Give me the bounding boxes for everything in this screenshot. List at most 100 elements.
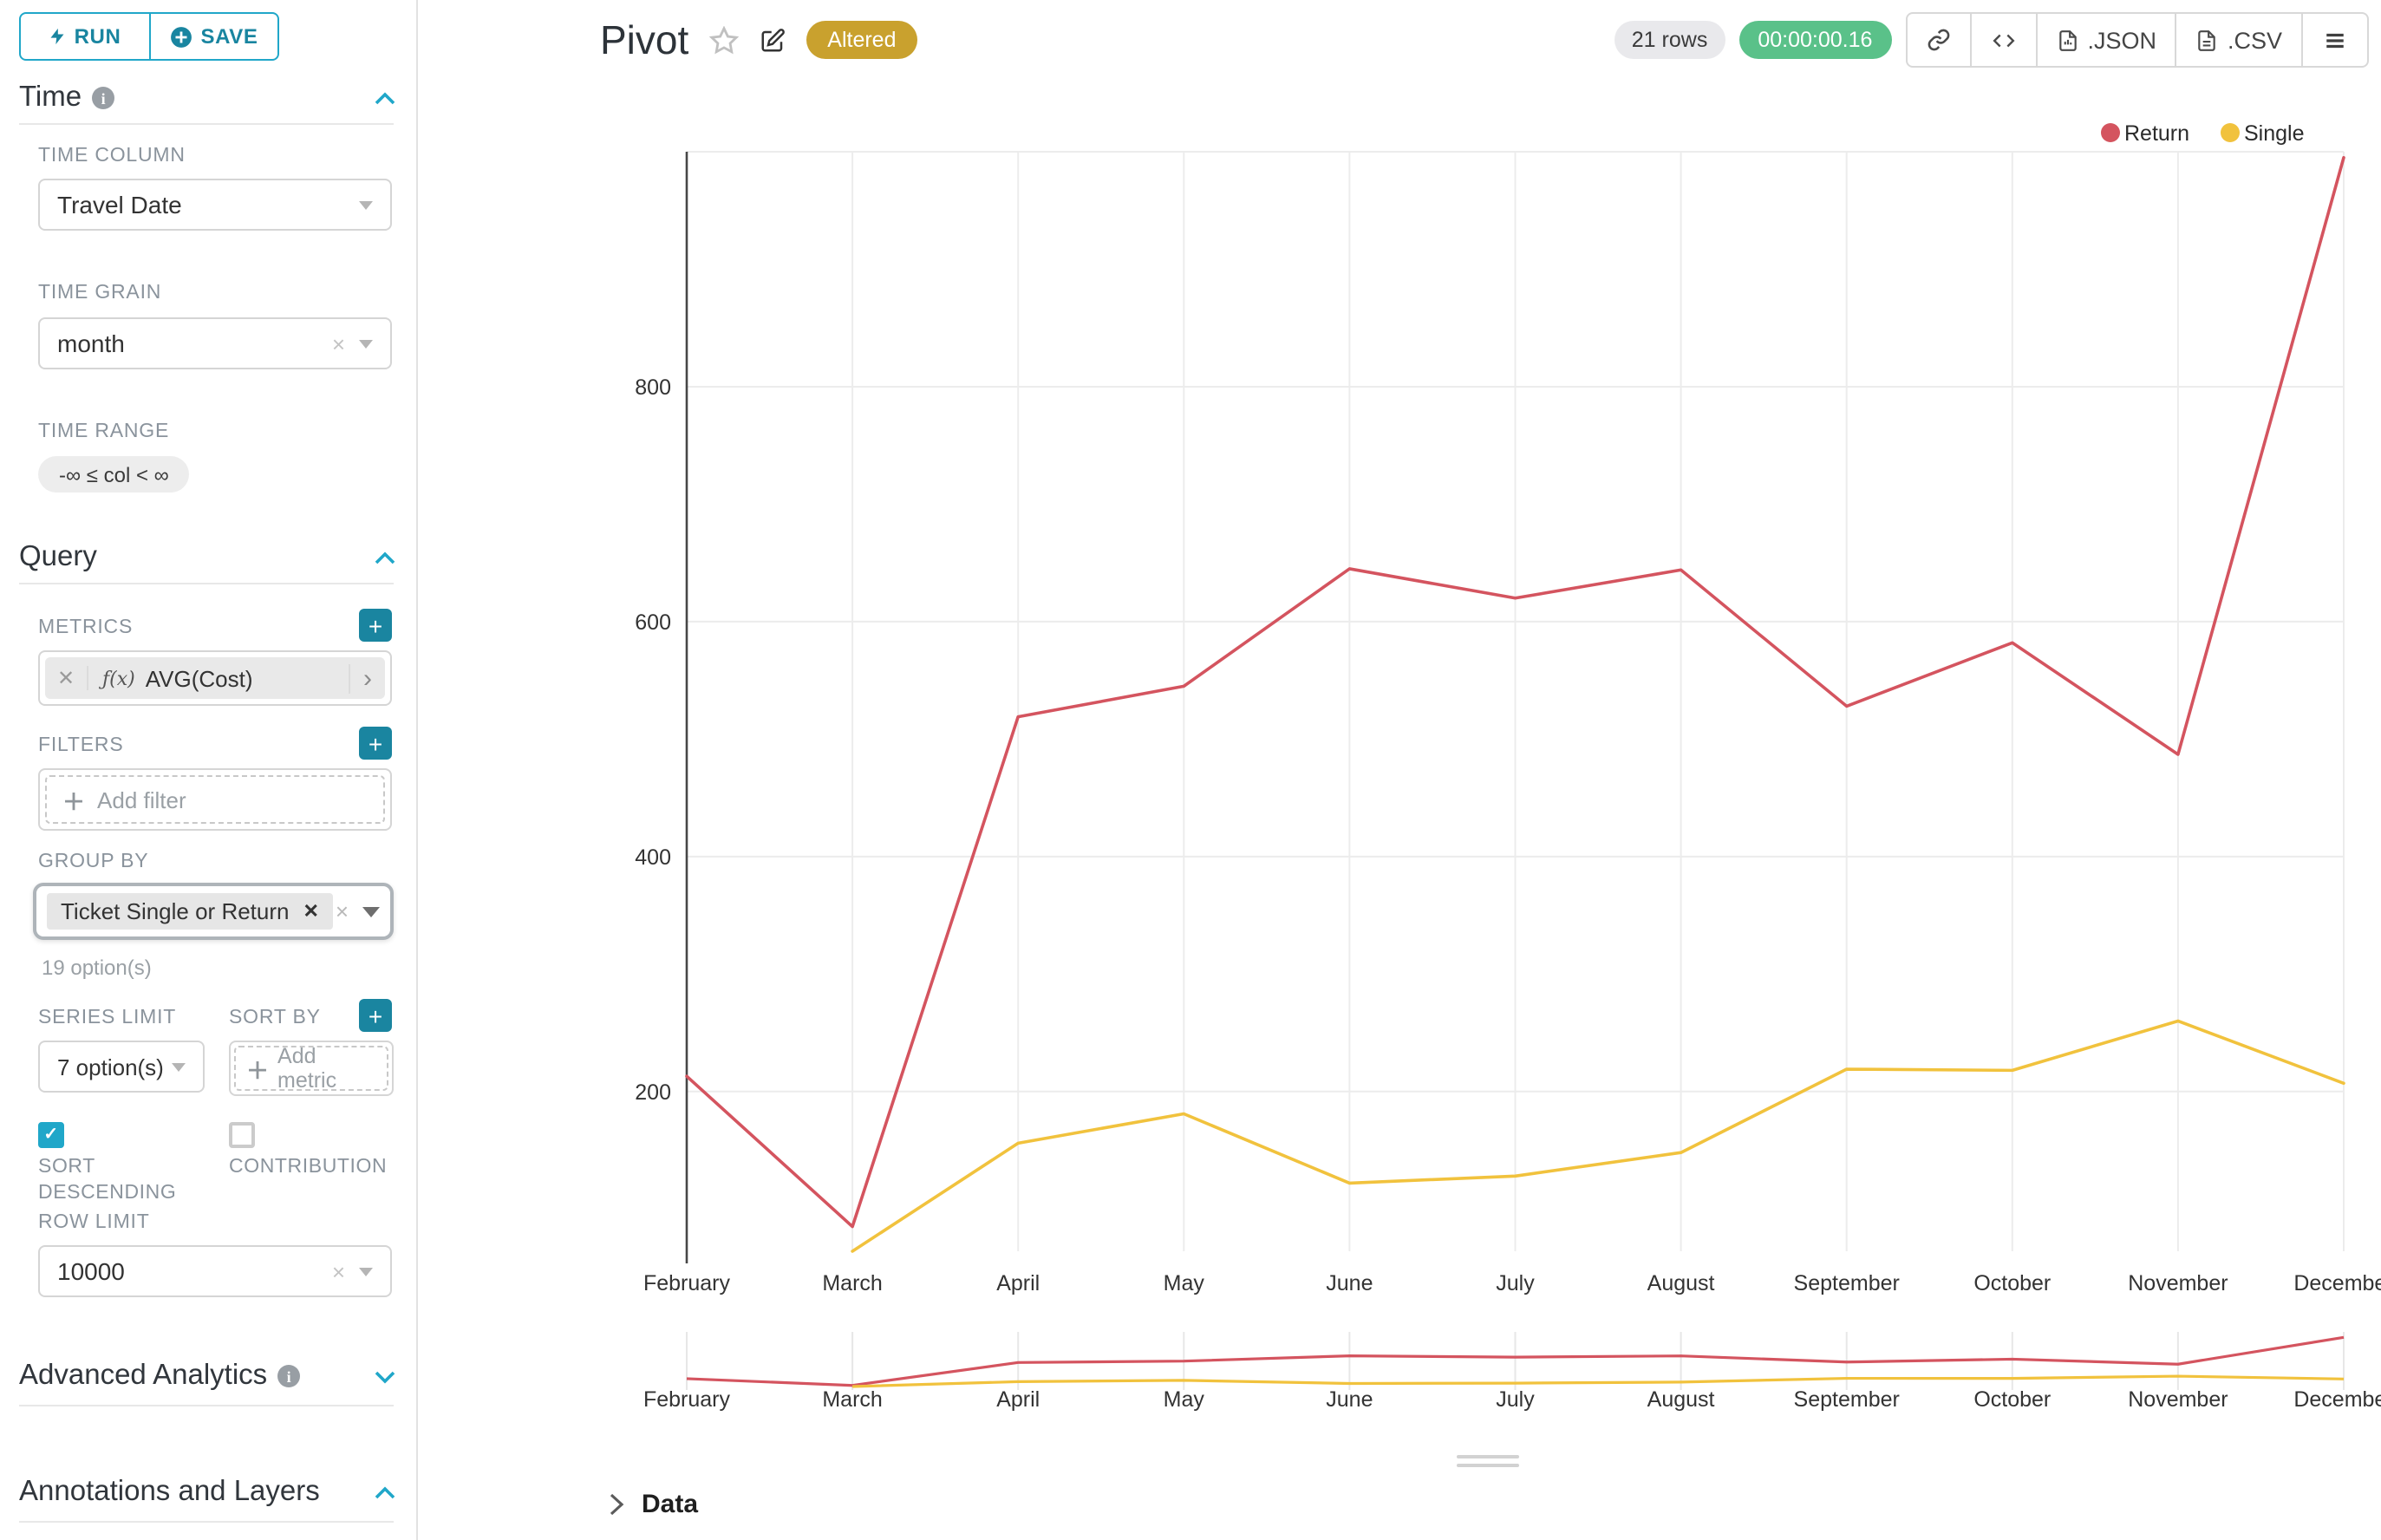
embed-code-button[interactable] — [1969, 14, 2035, 66]
contribution-checkbox[interactable] — [229, 1122, 255, 1148]
group-by-select[interactable]: Ticket Single or Return ✕ × — [33, 883, 394, 940]
chevron-up-icon[interactable] — [375, 91, 395, 105]
minimap-x-label: February — [643, 1387, 731, 1412]
group-by-label: GROUP BY — [38, 852, 149, 872]
row-count-badge: 21 rows — [1614, 21, 1725, 59]
minimap-x-label: October — [1973, 1387, 2051, 1412]
x-axis-tick-label: July — [1496, 1271, 1535, 1295]
sort-descending-option: ✓ SORT DESCENDING — [38, 1122, 219, 1207]
info-icon: i — [277, 1365, 301, 1387]
minimap-x-label: December — [2293, 1387, 2381, 1412]
legend-label-single[interactable]: Single — [2244, 121, 2305, 146]
divider — [19, 1405, 394, 1406]
chevron-up-icon[interactable] — [375, 1485, 395, 1499]
favorite-star-icon[interactable] — [709, 25, 740, 55]
group-by-tag-label: Ticket Single or Return — [61, 898, 290, 924]
remove-metric-icon[interactable]: ✕ — [45, 666, 88, 690]
minimap-line-return[interactable] — [686, 1335, 2345, 1387]
caret-down-icon[interactable] — [362, 906, 380, 917]
x-axis-tick-label: March — [822, 1271, 882, 1295]
minimap-x-label: April — [996, 1387, 1040, 1412]
x-axis-tick-label: November — [2128, 1271, 2228, 1295]
export-json-label: .JSON — [2087, 27, 2156, 53]
chart-header-actions: 21 rows 00:00:00.16 .JSON .CSV — [1614, 12, 2369, 68]
section-header-advanced-analytics[interactable]: Advanced Analytics i — [19, 1360, 395, 1393]
sort-descending-checkbox[interactable]: ✓ — [38, 1122, 64, 1148]
series-limit-select[interactable]: 7 option(s) — [38, 1041, 205, 1093]
run-save-button-group: RUN SAVE — [19, 12, 279, 61]
save-button-label: SAVE — [200, 24, 258, 49]
clear-icon[interactable]: × — [331, 330, 345, 356]
section-header-time[interactable]: Time i — [19, 82, 395, 114]
add-sort-metric-button[interactable]: ＋ Add metric — [234, 1044, 388, 1093]
panel-resize-handle[interactable] — [1457, 1455, 1519, 1472]
contribution-label: CONTRIBUTION — [229, 1157, 388, 1178]
minimap-x-label: July — [1496, 1387, 1535, 1412]
add-filter-plus-button[interactable]: + — [359, 727, 392, 760]
menu-button[interactable] — [2301, 14, 2367, 66]
row-limit-select[interactable]: 10000 × — [38, 1245, 392, 1297]
y-axis-tick-label: 800 — [635, 375, 671, 400]
series-line-single[interactable] — [851, 1019, 2345, 1253]
remove-tag-icon[interactable]: ✕ — [303, 902, 319, 923]
file-csv-icon — [2199, 29, 2216, 50]
group-by-tag[interactable]: Ticket Single or Return ✕ — [47, 893, 333, 930]
time-range-label: TIME RANGE — [38, 421, 170, 442]
caret-down-icon — [359, 339, 373, 348]
annotations-title: Annotations and Layers — [19, 1476, 320, 1507]
legend-dot-return[interactable] — [2101, 123, 2120, 142]
export-button-group: .JSON .CSV — [1905, 12, 2369, 68]
metric-pill[interactable]: ✕ ƒ(x) AVG(Cost) › — [45, 657, 385, 699]
run-button[interactable]: RUN — [21, 14, 148, 59]
minimap-line-single[interactable] — [852, 1374, 2345, 1388]
section-header-query[interactable]: Query — [19, 541, 395, 574]
data-panel-toggle[interactable]: Data — [609, 1490, 698, 1519]
chart-header: Pivot Altered 21 rows 00:00:00.16 .JSON — [600, 12, 2369, 68]
divider — [19, 123, 394, 125]
time-range-pill[interactable]: -∞ ≤ col < ∞ — [38, 456, 190, 493]
time-grain-select[interactable]: month × — [38, 317, 392, 369]
series-line-return[interactable] — [685, 155, 2345, 1229]
caret-down-icon — [359, 1267, 373, 1276]
time-grain-value: month — [57, 330, 125, 357]
chevron-down-icon[interactable] — [375, 1369, 395, 1383]
caret-down-icon — [359, 200, 373, 209]
chevron-up-icon[interactable] — [375, 551, 395, 564]
add-filter-label: Add filter — [97, 786, 186, 812]
altered-badge[interactable]: Altered — [806, 21, 917, 59]
fx-icon: ƒ(x) — [102, 667, 135, 689]
filters-label: FILTERS — [38, 735, 124, 756]
metrics-label: METRICS — [38, 617, 134, 638]
clear-icon[interactable]: × — [331, 1258, 345, 1284]
save-button[interactable]: SAVE — [148, 14, 277, 59]
query-timer-badge: 00:00:00.16 — [1738, 21, 1892, 59]
series-limit-value: 7 option(s) — [57, 1054, 164, 1080]
clear-icon[interactable]: × — [335, 898, 349, 924]
add-sort-metric-plus-button[interactable]: + — [359, 999, 392, 1032]
section-header-annotations[interactable]: Annotations and Layers — [19, 1476, 395, 1509]
row-limit-value: 10000 — [57, 1257, 125, 1285]
series-limit-label: SERIES LIMIT — [38, 1008, 177, 1028]
time-column-select[interactable]: Travel Date — [38, 179, 392, 231]
legend-dot-single[interactable] — [2221, 123, 2240, 142]
x-axis-tick-label: April — [996, 1271, 1040, 1295]
legend-label-return[interactable]: Return — [2124, 121, 2189, 146]
chevron-right-icon[interactable]: › — [349, 663, 385, 693]
x-axis-tick-label: August — [1647, 1271, 1715, 1295]
divider — [19, 1521, 394, 1523]
add-metric-label: Add metric — [277, 1044, 337, 1093]
control-panel-sidebar: RUN SAVE Time i TIME COLUMN Travel Date … — [0, 0, 418, 1540]
y-axis-tick-label: 400 — [635, 845, 671, 870]
advanced-analytics-title: Advanced Analytics — [19, 1360, 268, 1391]
copy-link-button[interactable] — [1907, 14, 1969, 66]
edit-pencil-icon[interactable] — [760, 27, 786, 53]
time-column-label: TIME COLUMN — [38, 146, 186, 166]
export-csv-button[interactable]: .CSV — [2175, 14, 2301, 66]
minimap-x-label: November — [2128, 1387, 2228, 1412]
export-json-button[interactable]: .JSON — [2035, 14, 2176, 66]
add-filter-button[interactable]: ＋ Add filter — [45, 775, 385, 824]
x-axis-tick-label: October — [1973, 1271, 2051, 1295]
lightning-icon — [50, 28, 64, 45]
add-metric-plus-button[interactable]: + — [359, 609, 392, 642]
